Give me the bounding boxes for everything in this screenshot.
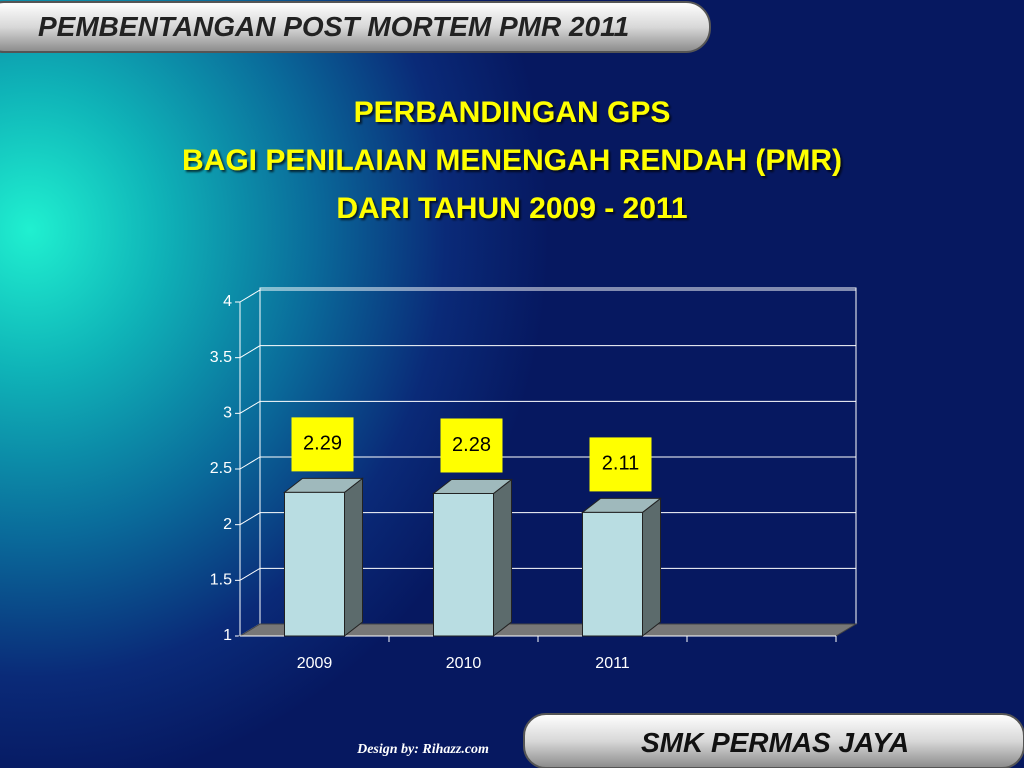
footer-credit: Design by: Rihazz.com [356, 742, 489, 757]
chart: 1 1.5 2 2.5 3 3.5 4 2009 2.29 2010 2.28 2011 2.11 [210, 287, 858, 672]
chart-title-line: PERBANDINGAN GPS [354, 96, 671, 129]
value-label: 2.11 [602, 453, 639, 475]
grid-line [239, 345, 856, 359]
x-tick-label: 2011 [595, 655, 630, 672]
footer-school: SMK PERMAS JAYA [641, 727, 909, 758]
y-tick-label: 1.5 [210, 572, 232, 589]
y-tick-label: 1 [223, 627, 232, 644]
chart-title: PERBANDINGAN GPS BAGI PENILAIAN MENENGAH… [182, 96, 842, 225]
value-label-box [291, 417, 354, 472]
bar [433, 492, 494, 637]
header-title: PEMBENTANGAN POST MORTEM PMR 2011 [38, 11, 629, 42]
y-tick-label: 2 [223, 516, 232, 533]
bar-side [344, 477, 363, 638]
y-tick-label: 3.5 [210, 349, 232, 366]
y-tick-label: 3 [223, 405, 232, 422]
chart-title-line: BAGI PENILAIAN MENENGAH RENDAH (PMR) [182, 144, 842, 177]
grid-line [239, 456, 856, 470]
footer-banner [523, 713, 1024, 768]
y-tick-label: 4 [223, 293, 232, 310]
bar-side [493, 478, 512, 638]
bar [284, 491, 345, 637]
value-label: 2.28 [452, 434, 491, 456]
grid-line [239, 289, 856, 303]
value-label-box [440, 418, 503, 473]
value-label-box [589, 437, 652, 492]
x-tick-label: 2010 [446, 655, 482, 672]
value-label: 2.29 [303, 433, 342, 455]
x-tick-label: 2009 [297, 655, 333, 672]
header-banner [0, 1, 711, 53]
chart-title-line: DARI TAHUN 2009 - 2011 [336, 192, 687, 225]
bar-side [642, 497, 661, 638]
grid-line [239, 400, 856, 414]
y-tick-label: 2.5 [210, 460, 232, 477]
bar [582, 511, 643, 637]
